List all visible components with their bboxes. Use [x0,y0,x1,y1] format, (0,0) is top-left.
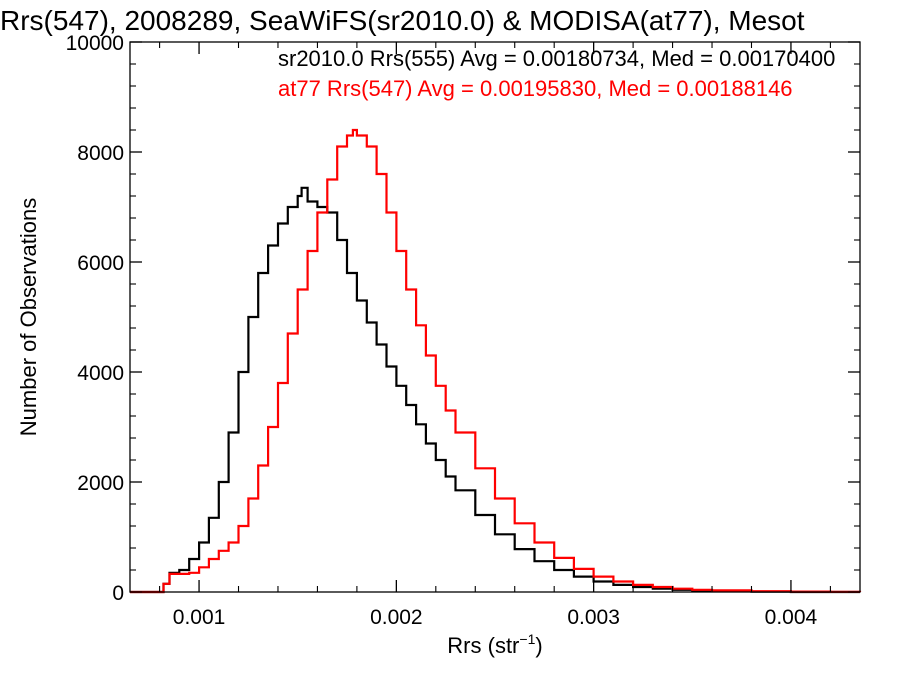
plot-frame [129,41,861,593]
x-tick-label-0: 0.001 [173,606,226,629]
x-tick-label-1: 0.002 [370,606,423,629]
y-axis-label: Number of Observations [16,198,41,436]
chart-title: Rrs(547), 2008289, SeaWiFS(sr2010.0) & M… [0,5,805,36]
x-axis-label-main: Rrs (str [447,633,519,658]
x-tick-label-3: 0.004 [765,606,818,629]
y-tick-label-1: 2000 [77,472,124,495]
x-tick-label-2: 0.003 [567,606,620,629]
series-line-1 [130,128,862,594]
x-axis-label-close: ) [535,633,542,658]
y-tick-label-3: 6000 [77,252,124,275]
series-layer [130,128,862,594]
y-tick-label-2: 4000 [77,362,124,385]
x-axis: 0.001 0.002 0.003 0.004 [159,42,831,629]
y-tick-label-4: 8000 [77,142,124,165]
stats-annotation-sr2010: sr2010.0 Rrs(555) Avg = 0.00180734, Med … [278,46,835,71]
x-axis-label-superscript: −1 [519,631,535,647]
y-tick-label-0: 0 [112,582,124,605]
series-line-0 [130,186,860,594]
y-axis: 0 2000 4000 6000 8000 10000 [66,32,860,605]
stats-annotation-at77: at77 Rrs(547) Avg = 0.00195830, Med = 0.… [278,76,793,101]
y-tick-label-5: 10000 [66,32,124,55]
x-axis-label: Rrs (str−1) [447,631,542,658]
